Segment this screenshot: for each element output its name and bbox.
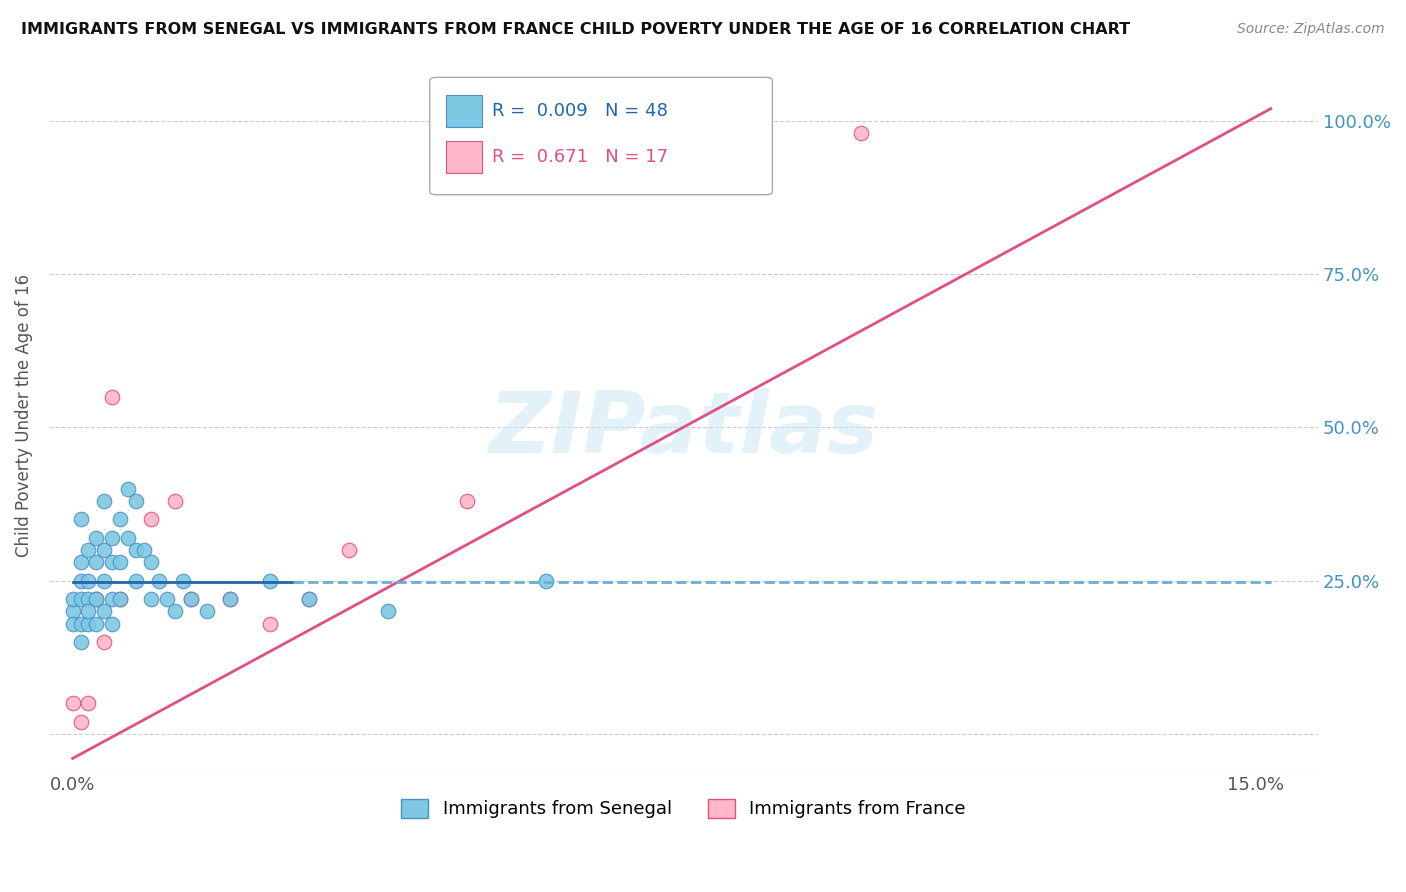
Point <box>93 543 115 558</box>
Point <box>108 512 131 526</box>
Point <box>165 494 187 508</box>
Point <box>195 604 218 618</box>
Point <box>84 592 107 607</box>
Point <box>377 604 399 618</box>
Point <box>77 592 100 607</box>
Point <box>125 494 148 508</box>
Point <box>93 494 115 508</box>
Point <box>219 592 242 607</box>
Point <box>101 592 124 607</box>
Point <box>613 163 636 178</box>
Point <box>84 592 107 607</box>
FancyBboxPatch shape <box>430 78 772 194</box>
Point <box>101 531 124 545</box>
Point <box>62 696 84 710</box>
Y-axis label: Child Poverty Under the Age of 16: Child Poverty Under the Age of 16 <box>15 274 32 557</box>
Text: R =  0.671   N = 17: R = 0.671 N = 17 <box>492 148 668 166</box>
Point <box>77 543 100 558</box>
Point <box>62 592 84 607</box>
Point <box>69 616 91 631</box>
Point <box>117 531 139 545</box>
Point <box>69 574 91 588</box>
Point <box>180 592 202 607</box>
Point <box>108 592 131 607</box>
Bar <box>446 141 482 173</box>
Text: R =  0.009   N = 48: R = 0.009 N = 48 <box>492 102 668 120</box>
Point <box>165 604 187 618</box>
Point <box>180 592 202 607</box>
Point <box>156 592 179 607</box>
Text: IMMIGRANTS FROM SENEGAL VS IMMIGRANTS FROM FRANCE CHILD POVERTY UNDER THE AGE OF: IMMIGRANTS FROM SENEGAL VS IMMIGRANTS FR… <box>21 22 1130 37</box>
Point <box>93 604 115 618</box>
Point <box>849 126 872 140</box>
Point <box>259 616 281 631</box>
Point <box>337 543 360 558</box>
Point <box>117 482 139 496</box>
Point <box>77 616 100 631</box>
Point <box>125 543 148 558</box>
Point <box>101 616 124 631</box>
Point <box>172 574 194 588</box>
Point <box>93 574 115 588</box>
Point <box>108 592 131 607</box>
Point <box>456 494 478 508</box>
Point <box>132 543 155 558</box>
Point <box>298 592 321 607</box>
Point <box>141 592 163 607</box>
Point <box>534 574 557 588</box>
Point <box>69 714 91 729</box>
Point <box>259 574 281 588</box>
Point <box>77 574 100 588</box>
Point <box>101 555 124 569</box>
Point <box>77 604 100 618</box>
Point <box>141 555 163 569</box>
Text: ZIPatlas: ZIPatlas <box>488 388 879 471</box>
Point <box>77 696 100 710</box>
Point <box>84 616 107 631</box>
Point <box>84 555 107 569</box>
Point <box>141 512 163 526</box>
Point <box>125 574 148 588</box>
Point <box>108 555 131 569</box>
Legend: Immigrants from Senegal, Immigrants from France: Immigrants from Senegal, Immigrants from… <box>394 792 973 826</box>
Point <box>69 592 91 607</box>
Point <box>93 635 115 649</box>
Point <box>101 390 124 404</box>
Text: Source: ZipAtlas.com: Source: ZipAtlas.com <box>1237 22 1385 37</box>
Point <box>62 604 84 618</box>
Point <box>84 531 107 545</box>
Point <box>69 512 91 526</box>
Point <box>69 555 91 569</box>
Bar <box>446 95 482 128</box>
Point <box>148 574 170 588</box>
Point <box>219 592 242 607</box>
Point <box>62 616 84 631</box>
Point <box>69 635 91 649</box>
Point <box>298 592 321 607</box>
